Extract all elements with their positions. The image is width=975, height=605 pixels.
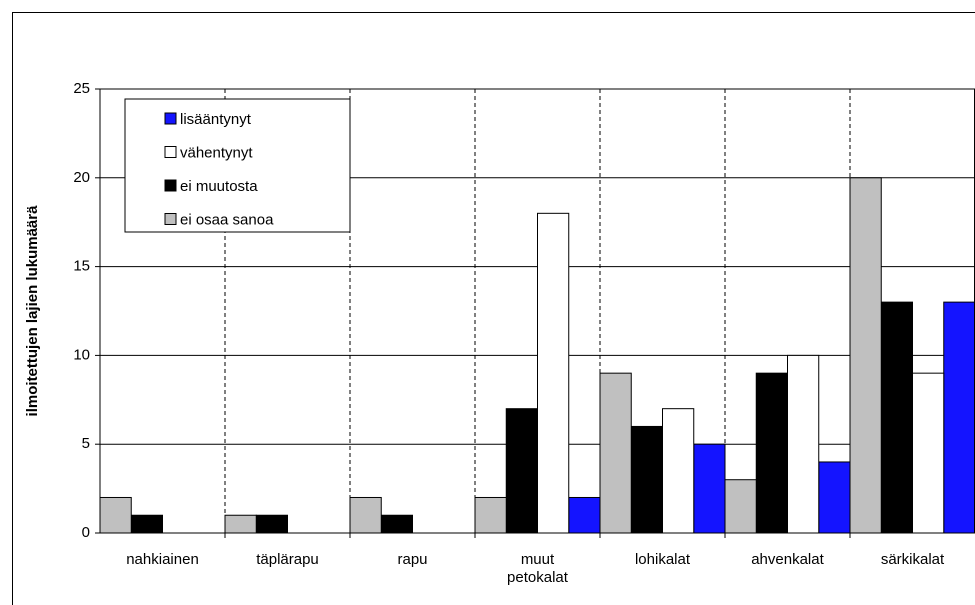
bar bbox=[568, 496, 601, 534]
x-tick-label: ahvenkalat bbox=[751, 551, 824, 568]
bar bbox=[99, 496, 132, 534]
x-tick-label: täplärapu bbox=[256, 551, 319, 568]
x-tick-label: lohikalat bbox=[634, 551, 691, 568]
y-tick-label: 5 bbox=[82, 435, 90, 452]
y-tick-label: 20 bbox=[73, 169, 90, 186]
bar bbox=[474, 496, 507, 534]
legend-swatch bbox=[164, 179, 177, 192]
bar bbox=[349, 496, 382, 534]
bar bbox=[380, 514, 413, 534]
bar bbox=[943, 301, 975, 534]
bar bbox=[912, 372, 945, 534]
x-tick-label: muut petokalat bbox=[507, 551, 568, 586]
y-tick-label: 15 bbox=[73, 258, 90, 275]
bar bbox=[818, 461, 851, 534]
chart-frame bbox=[12, 12, 975, 605]
bar bbox=[537, 212, 570, 534]
x-tick-label: särkikalat bbox=[880, 551, 945, 568]
y-tick-label: 25 bbox=[73, 80, 90, 97]
x-tick-label: rapu bbox=[397, 551, 428, 568]
legend-box bbox=[124, 98, 351, 233]
bar bbox=[849, 177, 882, 534]
legend-swatch bbox=[164, 213, 177, 225]
legend-swatch bbox=[164, 146, 177, 158]
legend-swatch bbox=[164, 112, 177, 125]
bar bbox=[755, 372, 788, 534]
bar bbox=[224, 514, 257, 534]
y-tick-label: 0 bbox=[82, 524, 90, 541]
bar bbox=[880, 301, 913, 534]
y-axis-label: ilmoitettujen lajien lukumäärä bbox=[24, 205, 41, 417]
bar bbox=[662, 408, 695, 534]
legend-label: ei osaa sanoa bbox=[180, 211, 274, 228]
bar bbox=[130, 514, 163, 534]
x-tick-label: nahkiainen bbox=[126, 551, 199, 568]
bar bbox=[505, 408, 538, 534]
legend-label: lisääntynyt bbox=[180, 111, 252, 128]
bar bbox=[599, 372, 632, 534]
bar bbox=[630, 425, 663, 534]
y-tick-label: 10 bbox=[73, 346, 90, 363]
bar bbox=[724, 479, 757, 534]
bar bbox=[787, 354, 820, 534]
legend-label: ei muutosta bbox=[180, 178, 258, 195]
bar bbox=[693, 443, 726, 534]
legend-label: vähentynyt bbox=[180, 144, 253, 161]
bar bbox=[255, 514, 288, 534]
